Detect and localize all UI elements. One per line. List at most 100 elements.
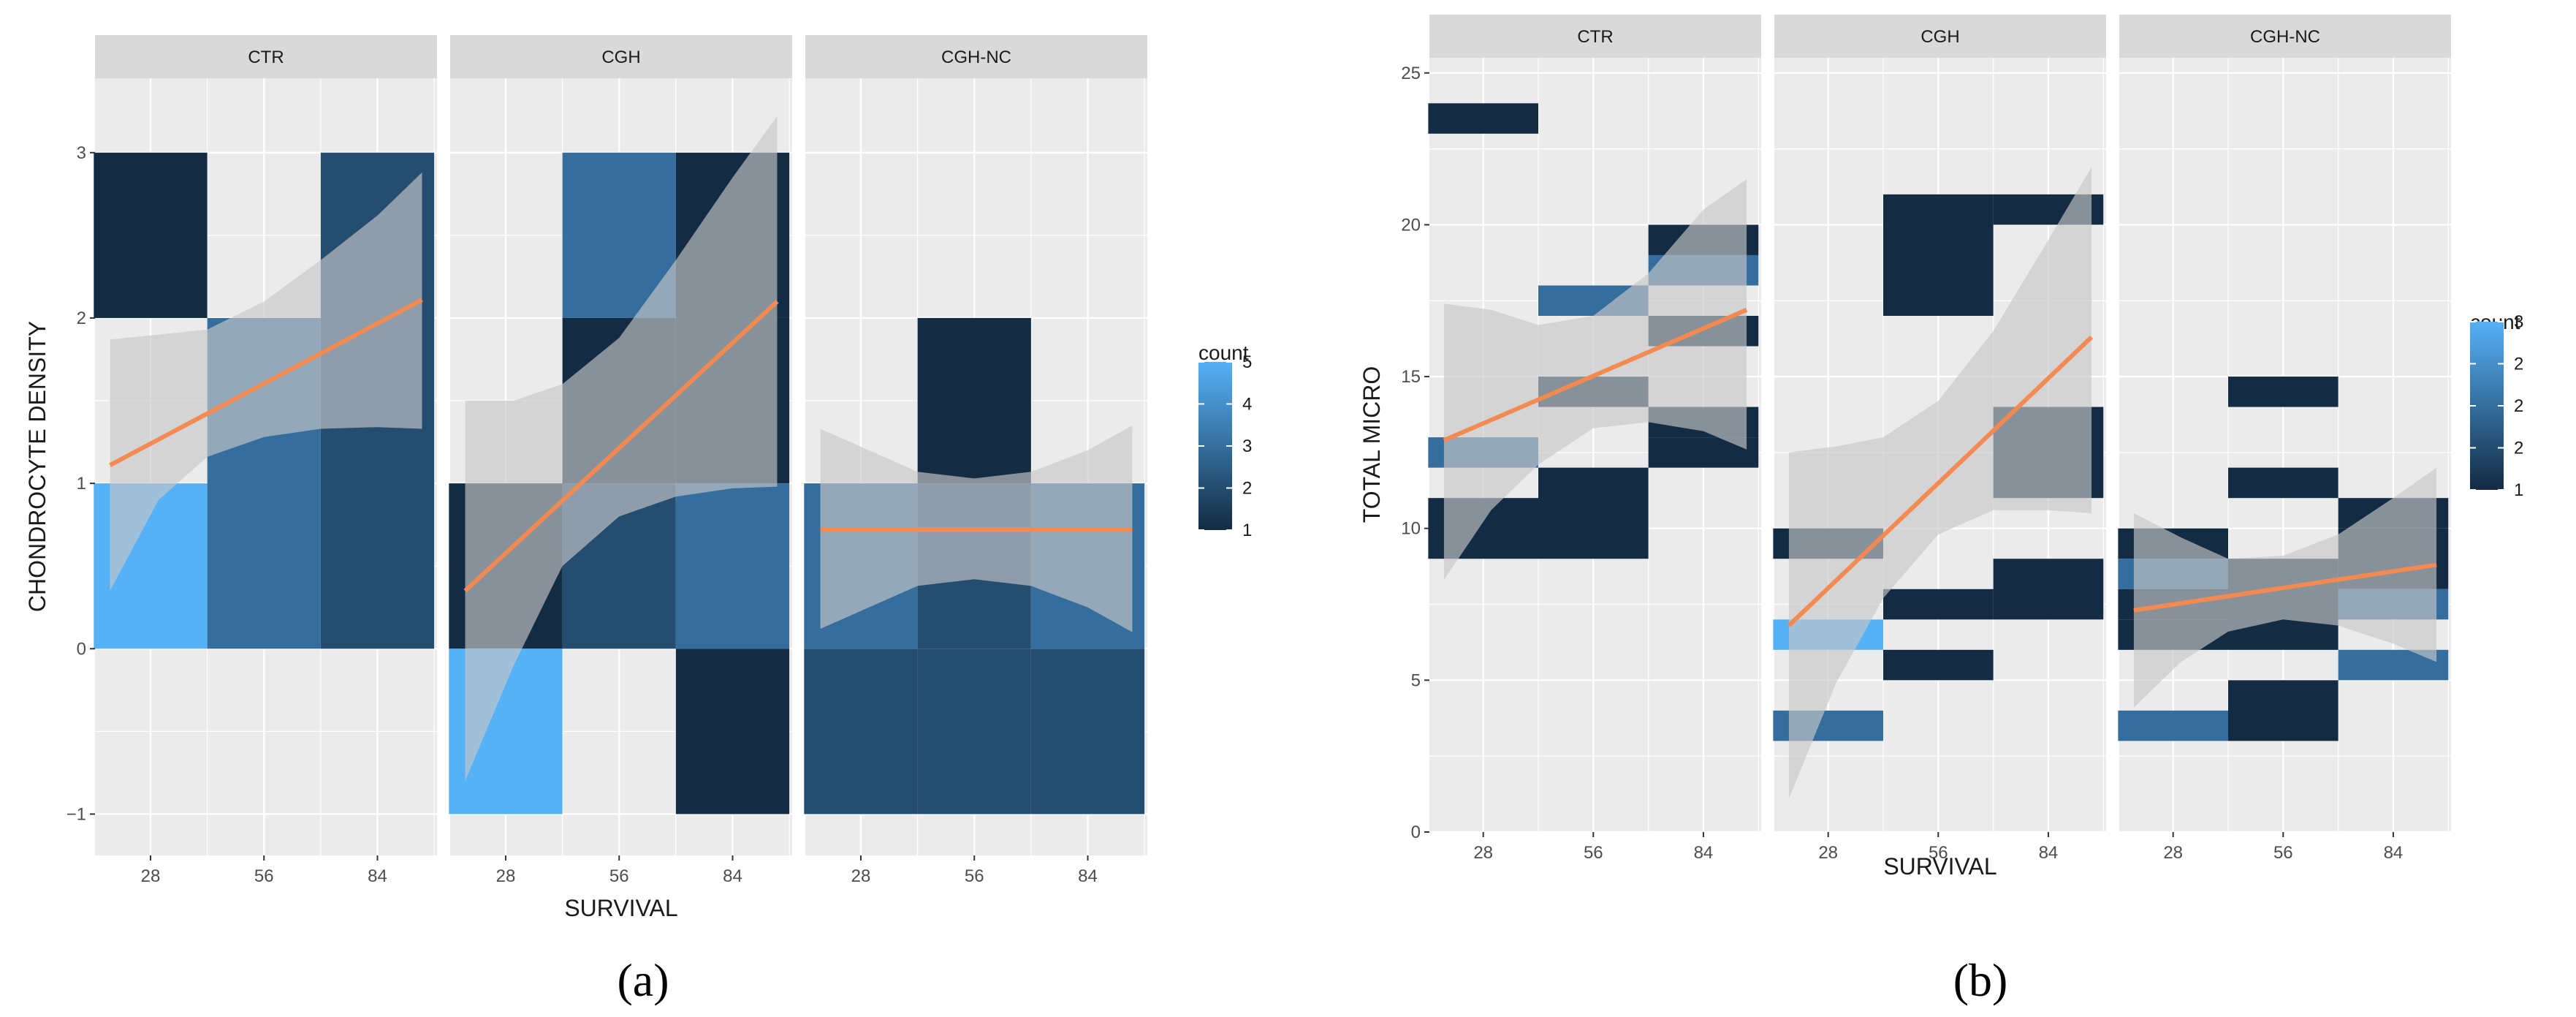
legend-label: 2: [1242, 479, 1252, 499]
x-tick-label: 84: [1694, 843, 1714, 863]
tile: [675, 649, 790, 814]
y-tick-label: 15: [1401, 367, 1421, 387]
tile: [2228, 377, 2338, 407]
facet-a-ctr: CTR 28 56 84: [93, 35, 437, 886]
x-tick-label: 56: [609, 866, 629, 886]
tile: [2228, 467, 2338, 499]
x-tick-label: 28: [2163, 843, 2183, 863]
x-tick-label: 56: [254, 866, 274, 886]
legend-label: 2: [2514, 396, 2523, 416]
regression-line: [109, 298, 423, 467]
y-tick-label: −1: [67, 804, 86, 824]
y-axis-ticks-b: 0 5 10 15 20 25: [1401, 64, 1429, 842]
x-tick-label: 56: [965, 866, 984, 886]
chart-a: CTR 28 56 84 CGH 28 56 84 CGH-NC 28 56 84 −1 0 1…: [24, 35, 1252, 1006]
panel-label-a: (a): [617, 954, 669, 1006]
strip-label-b-ctr: CTR: [1577, 27, 1613, 47]
regression-line: [1787, 335, 2094, 627]
plot-area-b-ctr: 28 56 84: [1427, 58, 1761, 863]
regression-line: [1443, 307, 1748, 443]
strip-label-a-cgh-nc: CGH-NC: [941, 48, 1011, 67]
x-axis-title-b: SURVIVAL: [1883, 853, 1996, 880]
tile: [1030, 649, 1145, 814]
y-axis-ticks-a: −1 0 1 2 3: [67, 143, 95, 824]
tile: [94, 152, 208, 318]
tile: [1883, 649, 1994, 681]
tile: [1428, 103, 1539, 134]
y-tick-label: 2: [77, 309, 86, 328]
legend-title-a: count: [1198, 341, 1249, 364]
x-tick-label: 28: [141, 866, 161, 886]
x-tick-label: 84: [723, 866, 742, 886]
tile: [1883, 194, 1994, 316]
strip-label-a-cgh: CGH: [601, 48, 640, 67]
legend-label: 1: [1242, 521, 1252, 540]
plot-area-b-cgh: 28 56 84: [1772, 58, 2106, 863]
confidence-band: [1443, 179, 1747, 581]
x-tick-label: 84: [1078, 866, 1098, 886]
strip-label-b-cgh: CGH: [1920, 27, 1959, 47]
x-tick-label: 84: [2384, 843, 2404, 863]
x-tick-label: 56: [2273, 843, 2293, 863]
tile: [917, 649, 1031, 814]
legend-label: 5: [1242, 352, 1252, 372]
tile: [1993, 559, 2104, 620]
facet-a-cgh: CGH 28 56 84: [448, 35, 792, 886]
plot-area-a-cgh-nc: 28 56 84: [803, 78, 1147, 886]
panel-label-b: (b): [1953, 954, 2008, 1006]
y-tick-label: 0: [1411, 823, 1421, 842]
strip-b-cgh: [1774, 15, 2106, 58]
x-axis-title-a: SURVIVAL: [564, 895, 677, 921]
y-tick-label: 0: [77, 639, 86, 659]
y-tick-label: 10: [1401, 519, 1421, 539]
plot-area-b-cgh-nc: 28 56 84: [2117, 58, 2451, 863]
legend-a: count 1 2 3 4 5: [1198, 341, 1252, 540]
tile: [1883, 589, 1994, 620]
facet-b-cgh: CGH 28 56 84: [1772, 15, 2106, 863]
tile: [804, 649, 918, 814]
legend-label: 2: [2514, 355, 2523, 374]
strip-label-b-cgh-nc: CGH-NC: [2250, 27, 2320, 47]
y-tick-label: 20: [1401, 215, 1421, 235]
legend-label: 3: [1242, 436, 1252, 456]
strip-a-cgh: [450, 35, 792, 78]
chart-b: CTR 28 56 84 CGH 28 56 84 CGH-NC 28 56 84 0510…: [1359, 15, 2523, 1006]
tile: [2228, 680, 2338, 741]
x-tick-label: 28: [851, 866, 871, 886]
x-tick-label: 56: [1584, 843, 1603, 863]
tile: [1538, 467, 1649, 559]
facet-b-cgh-nc: CGH-NC 28 56 84: [2117, 15, 2451, 863]
x-tick-label: 28: [496, 866, 516, 886]
facet-b-ctr: CTR 28 56 84: [1427, 15, 1761, 863]
strip-label-a-ctr: CTR: [248, 48, 284, 67]
legend-label: 2: [2514, 439, 2523, 458]
tile: [917, 317, 1031, 484]
plot-area-a-cgh: 28 56 84: [448, 78, 792, 886]
facet-a-cgh-nc: CGH-NC 28 56 84: [803, 35, 1147, 886]
legend-label: 4: [1242, 395, 1252, 415]
legend-label: 3: [2514, 312, 2523, 332]
y-tick-label: 5: [1411, 670, 1421, 690]
regression-line: [2133, 562, 2437, 613]
strip-a-cgh-nc: [805, 35, 1147, 78]
plot-area-a-ctr: 28 56 84: [93, 78, 437, 886]
y-tick-label: 1: [77, 474, 86, 494]
regression-line: [463, 300, 779, 593]
strip-b-cgh-nc: [2119, 15, 2451, 58]
y-axis-title-a: CHONDROCYTE DENSITY: [24, 321, 50, 612]
x-tick-label: 28: [1818, 843, 1838, 863]
x-tick-label: 56: [1929, 843, 1948, 863]
x-tick-label: 28: [1473, 843, 1493, 863]
y-axis-title-b: TOTAL MICRO: [1359, 366, 1385, 523]
x-tick-label: 84: [2039, 843, 2059, 863]
strip-a-ctr: [95, 35, 437, 78]
y-tick-label: 25: [1401, 64, 1421, 83]
tile: [675, 483, 790, 649]
legend-label: 1: [2514, 480, 2523, 500]
x-tick-label: 84: [368, 866, 387, 886]
y-tick-label: 3: [77, 143, 86, 163]
tile: [2118, 710, 2229, 741]
strip-b-ctr: [1429, 15, 1761, 58]
